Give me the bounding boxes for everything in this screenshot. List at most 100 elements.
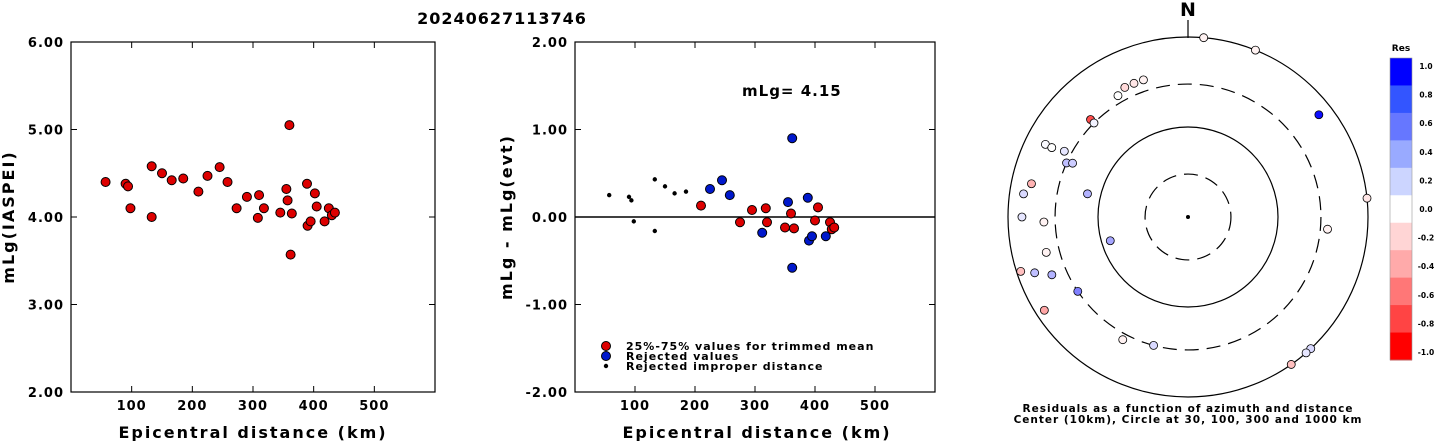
- plot2-point: [757, 227, 768, 238]
- plot2-x-tick-label: 500: [860, 399, 890, 414]
- station-point: [1083, 189, 1092, 199]
- station-point: [1139, 75, 1148, 85]
- residual-colorbar: Res 1.0 0.8 0.6 0.4 0.2 0.0 -0.2 -0.4 -0.6 -0.8 -1…: [1389, 44, 1434, 361]
- colorbar-label: 0.4: [1419, 148, 1432, 157]
- plot2-point-improper: [672, 191, 677, 196]
- plot2-point: [760, 203, 771, 214]
- legend-label-trimmed: 25%-75% values for trimmed mean: [626, 340, 874, 353]
- plot2-x-tick-label: 400: [800, 399, 830, 414]
- plot2-point-improper: [629, 198, 634, 203]
- station-point: [1017, 212, 1027, 222]
- station-point: [1059, 146, 1069, 156]
- plot2-x-tick-label: 200: [680, 399, 710, 414]
- station-point: [1089, 118, 1099, 128]
- station-point: [1068, 158, 1077, 168]
- station-point: [1047, 270, 1057, 280]
- figure-title: 20240627113746: [417, 9, 587, 28]
- plot2-x-tick-label: 100: [620, 399, 650, 414]
- plot2-point: [820, 231, 831, 242]
- north-label: N: [1180, 0, 1196, 21]
- station-point: [1047, 143, 1057, 152]
- plot2-point-improper: [607, 192, 612, 198]
- plot1-point: [284, 120, 295, 131]
- colorbar-swatches: [1389, 57, 1413, 361]
- plot2-point: [735, 217, 745, 228]
- residual-vs-distance-plot: 100 200 300 400 500 -2.00 -1.00 0.00 1.00 2.00 m…: [497, 36, 936, 441]
- plot1-point: [193, 186, 204, 197]
- plot2-point-improper: [652, 228, 657, 234]
- distance-rings: [1007, 36, 1369, 398]
- plot2-point: [829, 222, 840, 233]
- plot1-point: [146, 212, 157, 222]
- plot2-point: [762, 217, 772, 228]
- plot2-point-improper: [662, 184, 668, 189]
- plot2-point: [783, 197, 793, 208]
- plot1-x-axis-label: Epicentral distance (km): [118, 423, 387, 441]
- legend-label-rejected: Rejected values: [626, 350, 739, 363]
- station-point: [1314, 110, 1324, 120]
- station-point: [1041, 247, 1051, 257]
- azimuth-residual-plot: N Residuals as a function of azimuth and…: [1007, 0, 1372, 426]
- colorbar-label: -0.8: [1418, 319, 1434, 328]
- station-point: [1105, 236, 1115, 246]
- legend-marker-improper: [603, 363, 609, 369]
- plot2-point-improper: [652, 177, 657, 182]
- colorbar-title: Res: [1392, 44, 1410, 54]
- station-point: [1120, 83, 1130, 92]
- plot1-point: [282, 195, 293, 206]
- plot1-point: [123, 181, 134, 192]
- plot2-x-tick-label: 300: [740, 399, 770, 414]
- plot1-point: [301, 178, 312, 189]
- station-point: [1027, 179, 1036, 189]
- plot2-point: [810, 215, 820, 226]
- plot2-y-tick-label: 1.00: [532, 124, 568, 139]
- ring-100km: [1097, 126, 1279, 308]
- plot1-point: [146, 161, 157, 172]
- plot1-point: [319, 216, 330, 227]
- colorbar-swatch: [1390, 277, 1412, 306]
- ring-300km: [1054, 83, 1322, 351]
- plot1-y-tick-label: 3.00: [28, 299, 64, 314]
- plot1-point: [157, 168, 167, 179]
- plot2-point: [696, 200, 706, 211]
- station-point: [1019, 189, 1028, 199]
- station-point: [1323, 224, 1332, 234]
- station-point: [1286, 360, 1296, 369]
- legend-marker-rejected: [601, 351, 611, 361]
- colorbar-label: 0.6: [1419, 119, 1432, 128]
- plot1-point: [275, 207, 286, 218]
- plot2-y-tick-label: -2.00: [526, 386, 568, 401]
- colorbar-swatch: [1390, 85, 1412, 114]
- station-point: [1039, 217, 1049, 227]
- plot1-y-ticks: 2.00 3.00 4.00 5.00 6.00: [28, 36, 435, 401]
- plot2-point: [780, 222, 790, 233]
- station-point: [1118, 335, 1128, 345]
- plot1-y-tick-label: 5.00: [28, 124, 64, 139]
- plot1-x-tick-label: 100: [117, 399, 147, 414]
- plot2-y-tick-label: 0.00: [532, 211, 568, 226]
- plot1-point: [254, 190, 265, 201]
- plot2-point: [787, 133, 798, 144]
- station-point: [1149, 341, 1158, 350]
- plot1-x-tick-label: 200: [177, 399, 207, 414]
- plot2-point: [813, 202, 823, 213]
- plot1-point: [178, 173, 189, 184]
- legend-marker-trimmed: [601, 341, 611, 351]
- plot1-point: [305, 216, 316, 227]
- plot1-point: [311, 201, 322, 212]
- plot1-point: [202, 170, 213, 181]
- polar-caption-line1: Residuals as a function of azimuth and d…: [1023, 403, 1354, 415]
- plot1-point: [258, 203, 269, 214]
- station-point: [1301, 348, 1311, 358]
- plot2-point-improper: [631, 219, 636, 224]
- plot1-point: [166, 175, 177, 186]
- plot1-point: [222, 177, 233, 187]
- colorbar-swatch: [1390, 58, 1412, 86]
- station-point: [1016, 266, 1026, 276]
- plot2-point: [717, 175, 727, 186]
- plot1-y-tick-label: 6.00: [28, 36, 64, 51]
- plot2-y-tick-label: -1.00: [526, 299, 568, 314]
- plot2-point: [786, 208, 796, 219]
- colorbar-label: -0.4: [1418, 262, 1434, 271]
